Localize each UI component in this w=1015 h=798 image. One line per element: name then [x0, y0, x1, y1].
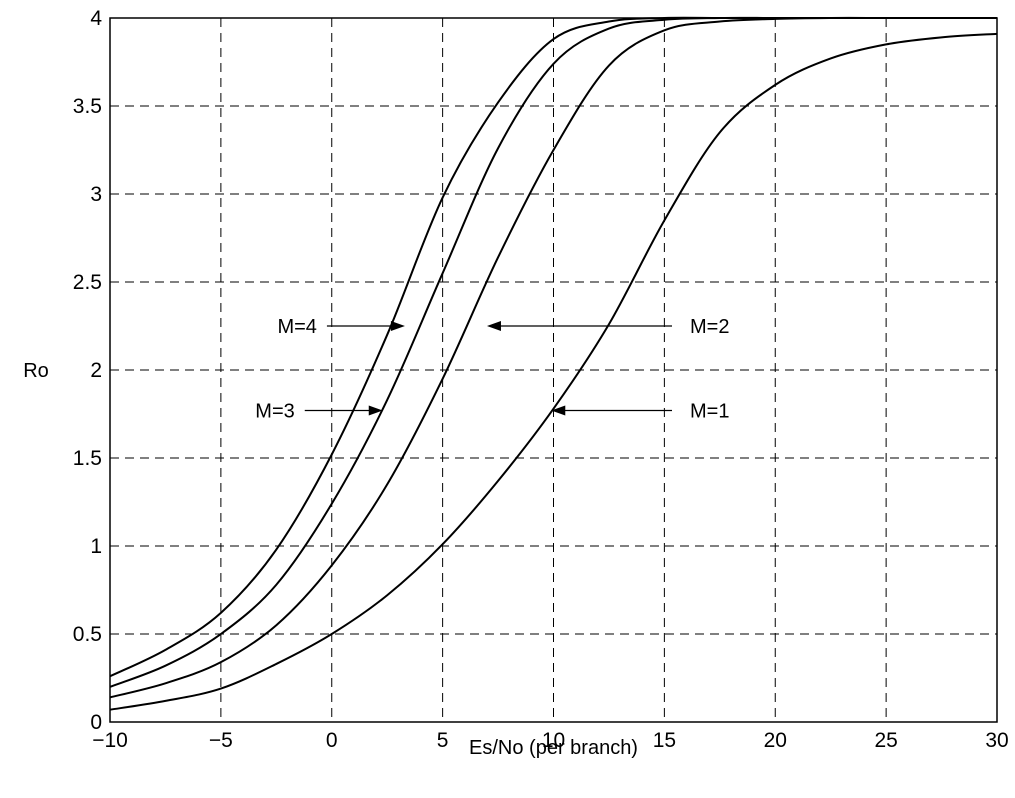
x-tick-label: 5	[437, 729, 449, 752]
y-tick-label: 0.5	[73, 623, 102, 646]
annotation-label: M=2	[690, 316, 729, 338]
y-tick-label: 3	[90, 183, 102, 206]
x-tick-label: 30	[985, 729, 1008, 752]
x-tick-label: 15	[653, 729, 676, 752]
x-tick-label: 25	[874, 729, 897, 752]
y-tick-label: 4	[90, 7, 102, 30]
annotation-label: M=1	[690, 400, 729, 422]
x-axis-label: Es/No (per branch)	[469, 737, 638, 759]
annotation-label: M=4	[277, 316, 316, 338]
y-tick-label: 3.5	[73, 95, 102, 118]
annotation-label: M=3	[255, 400, 294, 422]
y-tick-label: 1	[90, 535, 102, 558]
y-tick-label: 0	[90, 711, 102, 734]
x-tick-label: −5	[209, 729, 233, 752]
x-tick-label: 20	[764, 729, 787, 752]
x-tick-label: 0	[326, 729, 338, 752]
y-tick-label: 2	[90, 359, 102, 382]
y-tick-label: 2.5	[73, 271, 102, 294]
y-tick-label: 1.5	[73, 447, 102, 470]
y-axis-label: Ro	[23, 360, 49, 382]
